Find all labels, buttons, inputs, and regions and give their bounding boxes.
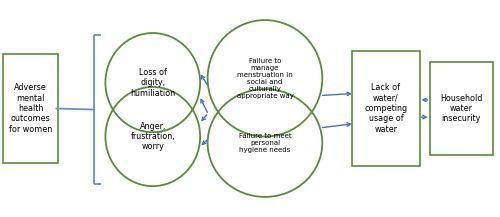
Text: Failure to
manage
menstruation in
social and
culturally
appropriate way: Failure to manage menstruation in social… (236, 58, 294, 99)
Text: Lack of
water/
competing
usage of
water: Lack of water/ competing usage of water (364, 83, 408, 134)
Text: Adverse
mental
health
outcomes
for women: Adverse mental health outcomes for women (9, 83, 52, 134)
Text: Failure to meet
personal
hygiene needs: Failure to meet personal hygiene needs (238, 133, 292, 153)
Text: Household
water
insecurity: Household water insecurity (440, 94, 482, 123)
Text: Loss of
digity,
humiliation: Loss of digity, humiliation (130, 68, 176, 97)
Text: Anger,
frustration,
worry: Anger, frustration, worry (130, 122, 175, 151)
